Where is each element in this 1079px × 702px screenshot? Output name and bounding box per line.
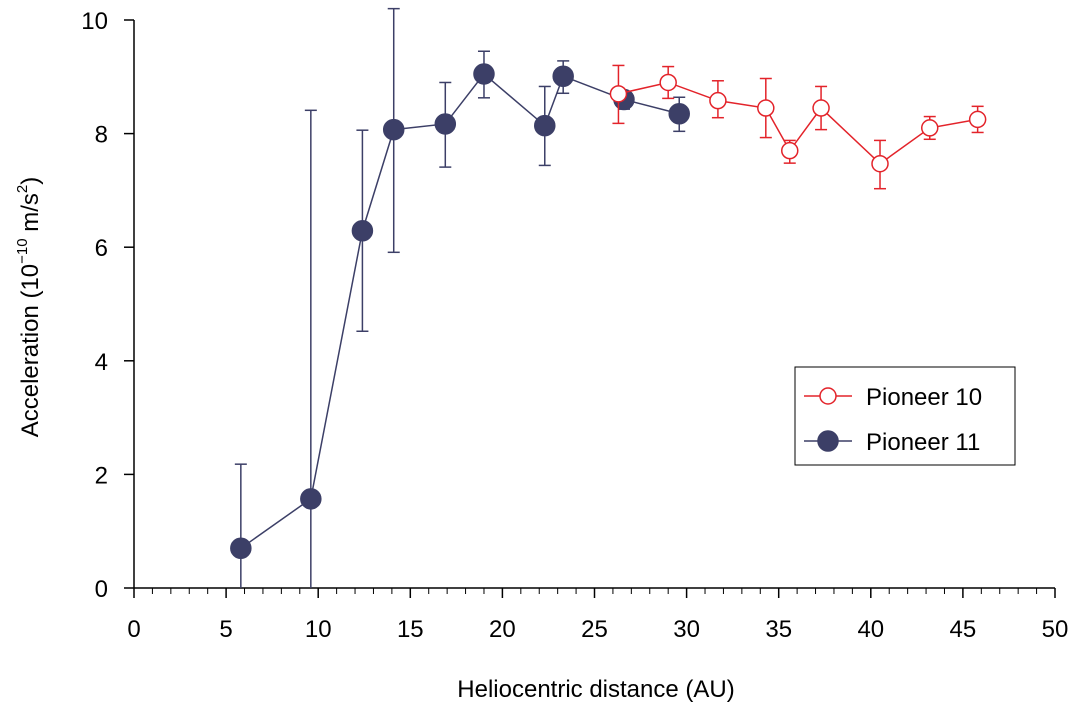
- y-tick-label: 8: [95, 122, 108, 149]
- legend-marker-pioneer-11: [817, 430, 839, 452]
- series-pioneer-11: [230, 7, 690, 588]
- data-point: [534, 114, 556, 137]
- y-label-exp1: −10: [14, 238, 31, 263]
- y-label-prefix: Acceleration (10: [17, 264, 44, 437]
- data-point: [609, 85, 628, 103]
- legend-label-pioneer-11: Pioneer 11: [866, 429, 980, 456]
- data-point: [781, 141, 799, 160]
- data-point: [351, 219, 374, 242]
- series-layer: [230, 7, 987, 588]
- x-tick-label: 50: [1042, 616, 1069, 643]
- ticks: 0 5 10 15 20 25 30 35 40 45 50 0 2 4 6 8 10: [81, 8, 1068, 643]
- x-tick-label: 35: [765, 616, 792, 643]
- x-tick-label: 10: [305, 616, 332, 643]
- data-point: [382, 118, 405, 141]
- x-tick-label: 25: [581, 616, 608, 643]
- data-point: [871, 154, 889, 173]
- legend-item-pioneer-11: Pioneer 11: [804, 429, 980, 456]
- data-point: [659, 73, 677, 92]
- y-axis-label: Acceleration (10−10 m/s2): [14, 177, 44, 438]
- y-tick-label: 0: [95, 576, 108, 603]
- y-label-mid: m/s: [17, 193, 44, 238]
- data-point: [920, 119, 939, 137]
- data-point: [812, 99, 830, 117]
- x-tick-label: 15: [397, 616, 424, 643]
- y-tick-label: 10: [81, 8, 108, 35]
- x-tick-label: 45: [950, 616, 977, 643]
- data-point: [552, 65, 574, 87]
- y-label-exp2: 2: [14, 185, 31, 193]
- x-tick-label: 5: [219, 616, 232, 643]
- legend-label-pioneer-10: Pioneer 10: [866, 384, 982, 411]
- data-point: [434, 113, 457, 135]
- series-pioneer-10: [609, 64, 987, 190]
- series-line: [240, 72, 680, 549]
- x-tick-label: 0: [127, 616, 140, 643]
- y-tick-label: 2: [95, 462, 108, 489]
- data-point: [968, 110, 987, 129]
- axes: [133, 20, 1055, 589]
- x-axis-label: Heliocentric distance (AU): [457, 676, 734, 702]
- data-point: [709, 91, 727, 110]
- data-point: [300, 488, 322, 510]
- data-point: [230, 537, 252, 559]
- y-label-suffix: ): [17, 177, 44, 185]
- legend: Pioneer 10 Pioneer 11: [794, 366, 1016, 466]
- data-point: [757, 99, 775, 117]
- data-point: [668, 102, 690, 125]
- y-tick-label: 4: [95, 349, 108, 376]
- y-tick-label: 6: [95, 235, 108, 262]
- legend-marker-pioneer-10: [819, 387, 837, 405]
- x-tick-label: 30: [673, 616, 700, 643]
- data-point: [473, 63, 495, 85]
- x-tick-label: 20: [489, 616, 516, 643]
- legend-item-pioneer-10: Pioneer 10: [804, 384, 982, 411]
- x-tick-label: 40: [857, 616, 884, 643]
